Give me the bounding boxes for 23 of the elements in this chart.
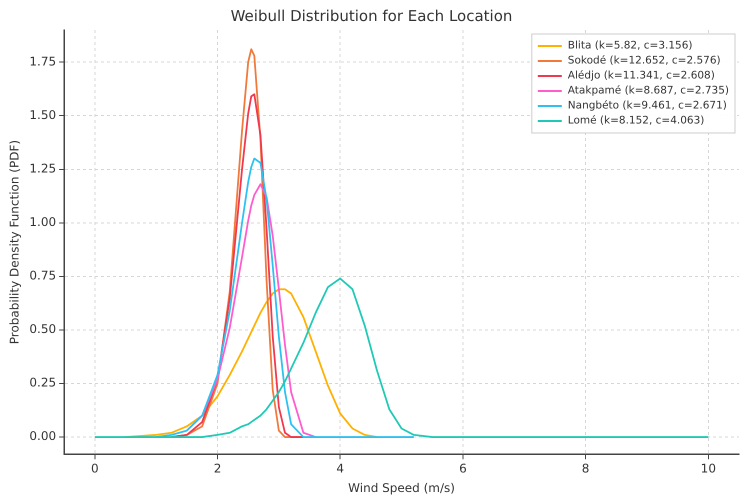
chart-title: Weibull Distribution for Each Location (230, 6, 512, 25)
x-tick-label: 4 (336, 462, 344, 476)
legend-label: Atakpamé (k=8.687, c=2.735) (568, 84, 730, 97)
legend-label: Lomé (k=8.152, c=4.063) (568, 114, 704, 127)
y-tick-label: 0.00 (29, 429, 56, 444)
y-tick-label: 1.75 (29, 54, 56, 68)
x-tick-label: 10 (700, 462, 716, 476)
y-tick-label: 1.00 (29, 214, 56, 229)
legend-label: Alédjo (k=11.341, c=2.608) (568, 70, 715, 82)
y-tick-label: 0.50 (29, 322, 56, 336)
legend-label: Blita (k=5.82, c=3.156) (568, 40, 692, 52)
x-tick-label: 0 (90, 462, 99, 476)
y-axis-title: Probability Density Function (PDF) (7, 140, 22, 344)
y-tick-label: 0.75 (29, 268, 56, 283)
legend-label: Nangbéto (k=9.461, c=2.671) (568, 100, 727, 112)
y-tick-label: 0.25 (29, 376, 56, 390)
x-tick-label: 2 (214, 462, 222, 476)
x-axis-title: Wind Speed (m/s) (348, 480, 455, 495)
legend-label: Sokodé (k=12.652, c=2.576) (568, 54, 721, 67)
y-tick-label: 1.25 (29, 161, 56, 176)
x-tick-label: 6 (459, 462, 467, 476)
x-tick-label: 8 (582, 462, 590, 476)
y-tick-label: 1.50 (29, 108, 56, 122)
